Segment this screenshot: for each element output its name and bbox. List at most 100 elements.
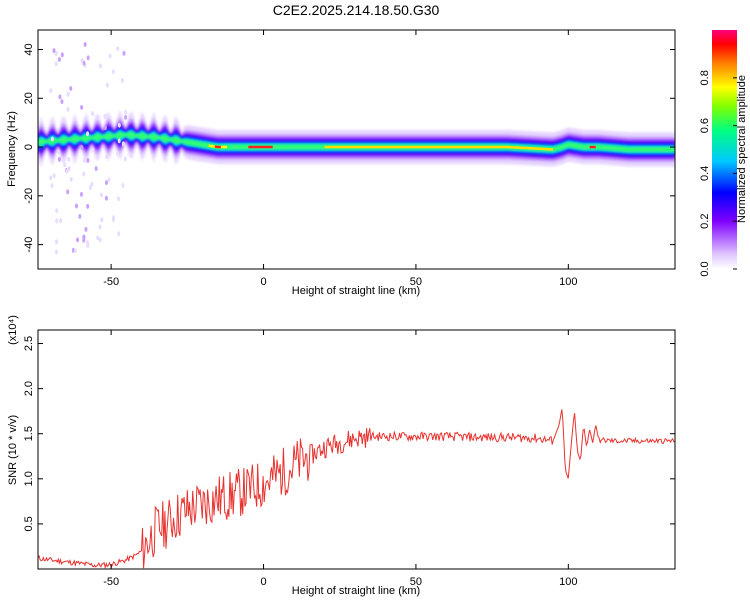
chart-title: C2E2.2025.214.18.50.G30 xyxy=(273,2,440,18)
spectrogram-speckle xyxy=(124,114,128,120)
snr-series-line xyxy=(38,409,675,569)
spectrogram-speckle xyxy=(66,91,70,97)
spectrogram-speckle xyxy=(116,196,120,202)
spectrogram-speckle xyxy=(65,168,69,174)
spectrogram-speckle xyxy=(83,157,87,163)
spectrogram-speckle xyxy=(55,218,59,224)
spectrogram-speckle xyxy=(123,156,127,162)
spectrogram-speckle xyxy=(117,138,121,144)
spectrogram-speckle xyxy=(111,69,115,75)
spectrogram-speckle xyxy=(76,237,80,243)
spectrogram-ytick-label: -20 xyxy=(23,188,35,204)
spectrogram-speckle xyxy=(105,113,109,119)
spectrogram-speckle xyxy=(66,189,70,195)
colorbar-ticks: 0.0 0.2 0.4 0.6 0.8 xyxy=(699,70,737,277)
spectrogram-speckle xyxy=(94,166,98,172)
spectrogram-speckle xyxy=(116,46,120,52)
spectrogram-xlabel: Height of straight line (km) xyxy=(292,285,420,297)
spectrogram-speckle xyxy=(121,182,125,188)
spectrogram-speckle xyxy=(96,235,100,241)
spectrogram-speckle xyxy=(100,217,104,223)
spectrogram-speckle xyxy=(83,42,87,48)
colorbar-tick-label: 0.2 xyxy=(699,214,711,229)
spectrogram-ytick-label: 20 xyxy=(23,92,35,104)
spectrogram-speckle xyxy=(57,56,61,62)
spectrogram-frame xyxy=(37,29,676,270)
spectrogram-core xyxy=(324,145,554,151)
spectrogram-speckle xyxy=(86,131,90,137)
spectrogram-speckle xyxy=(80,58,84,64)
spectrogram-speckle xyxy=(55,239,59,245)
snr-ylabel: SNR (10 * v/v) xyxy=(7,415,19,485)
spectrogram-panel: -50 0 50 100 -40 -20 0 20 40 Height of straight … xyxy=(6,29,676,297)
snr-xtick-label: -50 xyxy=(103,576,119,588)
snr-ticks: -50 0 50 100 0.5 1.0 1.5 2.0 2.5 xyxy=(23,330,675,588)
spectrogram-speckle xyxy=(116,150,120,156)
spectrogram-speckle xyxy=(80,145,84,151)
spectrogram-speckle xyxy=(66,106,70,112)
spectrogram-speckle xyxy=(54,249,58,255)
spectrogram-speckle xyxy=(86,55,90,61)
spectrogram-speckle xyxy=(84,226,88,232)
spectrogram-ytick-label: 0 xyxy=(23,144,35,150)
colorbar-gradient xyxy=(712,30,737,269)
spectrogram-speckle xyxy=(124,109,128,115)
spectrogram-speckle xyxy=(104,180,108,186)
colorbar-tick-label: 0.4 xyxy=(699,166,711,181)
spectrogram-speckle xyxy=(69,86,73,92)
spectrogram-speckle xyxy=(50,136,54,142)
spectrogram-speckle xyxy=(107,177,111,183)
spectrogram-speckle xyxy=(105,82,109,88)
spectrogram-speckle xyxy=(58,94,62,100)
snr-ytick-label: 2.5 xyxy=(23,336,35,351)
snr-xtick-label: 100 xyxy=(559,576,577,588)
spectrogram-speckle xyxy=(104,195,108,201)
snr-ytick-label: 0.5 xyxy=(23,516,35,531)
spectrogram-speckle xyxy=(59,218,63,224)
spectrogram-speckle xyxy=(57,149,61,155)
spectrogram-speckle xyxy=(50,183,54,189)
spectrogram-speckle xyxy=(117,231,121,237)
colorbar-tick-label: 0.0 xyxy=(699,261,711,276)
spectrogram-speckle xyxy=(63,162,67,168)
colorbar-tick-label: 0.6 xyxy=(699,118,711,133)
spectrogram-speckle xyxy=(67,157,71,163)
spectrogram-speckle xyxy=(74,203,78,209)
spectrogram-speckle xyxy=(103,114,107,120)
spectrogram-speckle xyxy=(49,175,53,181)
spectrogram-speckle xyxy=(52,48,56,54)
snr-multiplier: (x10⁴) xyxy=(7,315,19,345)
spectrogram-speckle xyxy=(86,157,90,163)
spectrogram-heatmap xyxy=(38,42,675,255)
spectrogram-speckle xyxy=(57,156,61,162)
spectrogram-xtick-label: 50 xyxy=(410,276,422,288)
spectrogram-xtick-label: 0 xyxy=(260,276,266,288)
spectrogram-speckle xyxy=(60,52,64,58)
spectrogram-speckle xyxy=(55,208,59,214)
colorbar-label: Normalized spectral amplitude xyxy=(736,75,748,223)
spectrogram-ytick-label: 40 xyxy=(23,43,35,55)
spectrogram-speckle xyxy=(88,185,92,191)
snr-xtick-label: 50 xyxy=(410,576,422,588)
spectrogram-speckle xyxy=(80,104,84,110)
spectrogram-ylabel: Frequency (Hz) xyxy=(6,111,18,187)
spectrogram-xtick-label: 100 xyxy=(559,276,577,288)
spectrogram-speckle xyxy=(78,213,82,219)
spectrogram-speckle xyxy=(98,224,102,230)
spectrogram-speckle xyxy=(69,176,73,182)
spectrogram-ticks: -50 0 50 100 -40 -20 0 20 40 xyxy=(23,30,675,288)
spectrogram-speckle xyxy=(85,240,89,246)
spectrogram-speckle xyxy=(121,141,125,147)
spectrogram-ytick-label: -40 xyxy=(23,237,35,253)
spectrogram-speckle xyxy=(117,122,121,128)
spectrogram-speckle xyxy=(67,166,71,172)
snr-panel: -50 0 50 100 0.5 1.0 1.5 2.0 2.5 Height of strai… xyxy=(7,315,676,597)
spectrogram-speckle xyxy=(105,154,109,160)
spectrogram-speckle xyxy=(99,192,103,198)
spectrogram-speckle xyxy=(120,78,124,84)
spectrogram-speckle xyxy=(99,63,103,69)
snr-frame xyxy=(37,329,676,570)
snr-xtick-label: 0 xyxy=(260,576,266,588)
spectrogram-speckle xyxy=(86,203,90,209)
